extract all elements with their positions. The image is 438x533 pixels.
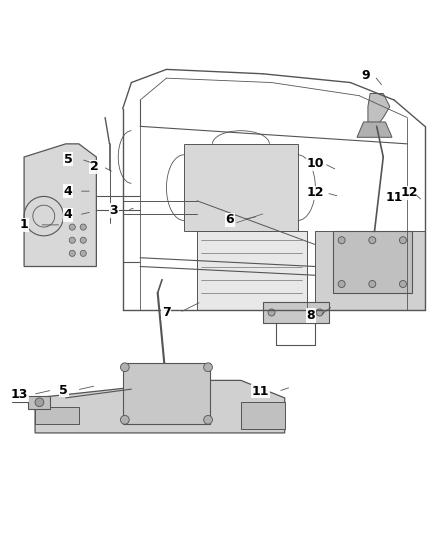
Circle shape (268, 309, 275, 316)
Polygon shape (263, 302, 328, 324)
Text: 2: 2 (90, 160, 99, 173)
Text: 13: 13 (11, 388, 28, 401)
Circle shape (120, 415, 129, 424)
Text: 12: 12 (307, 187, 324, 199)
Circle shape (35, 398, 44, 407)
Text: 4: 4 (64, 208, 72, 221)
Polygon shape (35, 381, 285, 433)
Polygon shape (24, 144, 96, 266)
Circle shape (69, 251, 75, 256)
Circle shape (399, 237, 406, 244)
Circle shape (369, 237, 376, 244)
Circle shape (204, 363, 212, 372)
Text: 3: 3 (110, 204, 118, 217)
Polygon shape (315, 231, 425, 310)
Circle shape (120, 363, 129, 372)
Circle shape (204, 415, 212, 424)
Circle shape (338, 237, 345, 244)
Polygon shape (123, 363, 210, 424)
Circle shape (369, 280, 376, 287)
Polygon shape (333, 231, 412, 293)
Circle shape (80, 251, 86, 256)
Text: 4: 4 (64, 184, 72, 198)
Circle shape (69, 224, 75, 230)
Text: 12: 12 (401, 187, 418, 199)
Text: 7: 7 (162, 306, 171, 319)
Circle shape (69, 237, 75, 243)
Polygon shape (28, 395, 50, 409)
Text: 6: 6 (226, 213, 234, 226)
Text: 10: 10 (307, 157, 324, 170)
Polygon shape (184, 144, 298, 231)
Text: 5: 5 (64, 152, 72, 166)
Circle shape (338, 280, 345, 287)
Circle shape (316, 309, 323, 316)
Polygon shape (241, 402, 285, 429)
Text: 11: 11 (385, 191, 403, 204)
Text: 1: 1 (20, 219, 28, 231)
Polygon shape (357, 122, 392, 138)
Text: 9: 9 (361, 69, 370, 83)
Text: 8: 8 (307, 309, 315, 322)
Circle shape (80, 224, 86, 230)
Circle shape (80, 237, 86, 243)
Circle shape (399, 280, 406, 287)
Polygon shape (368, 93, 390, 126)
Polygon shape (197, 231, 307, 310)
Text: 5: 5 (59, 384, 68, 397)
Text: 11: 11 (252, 385, 269, 398)
Polygon shape (35, 407, 79, 424)
